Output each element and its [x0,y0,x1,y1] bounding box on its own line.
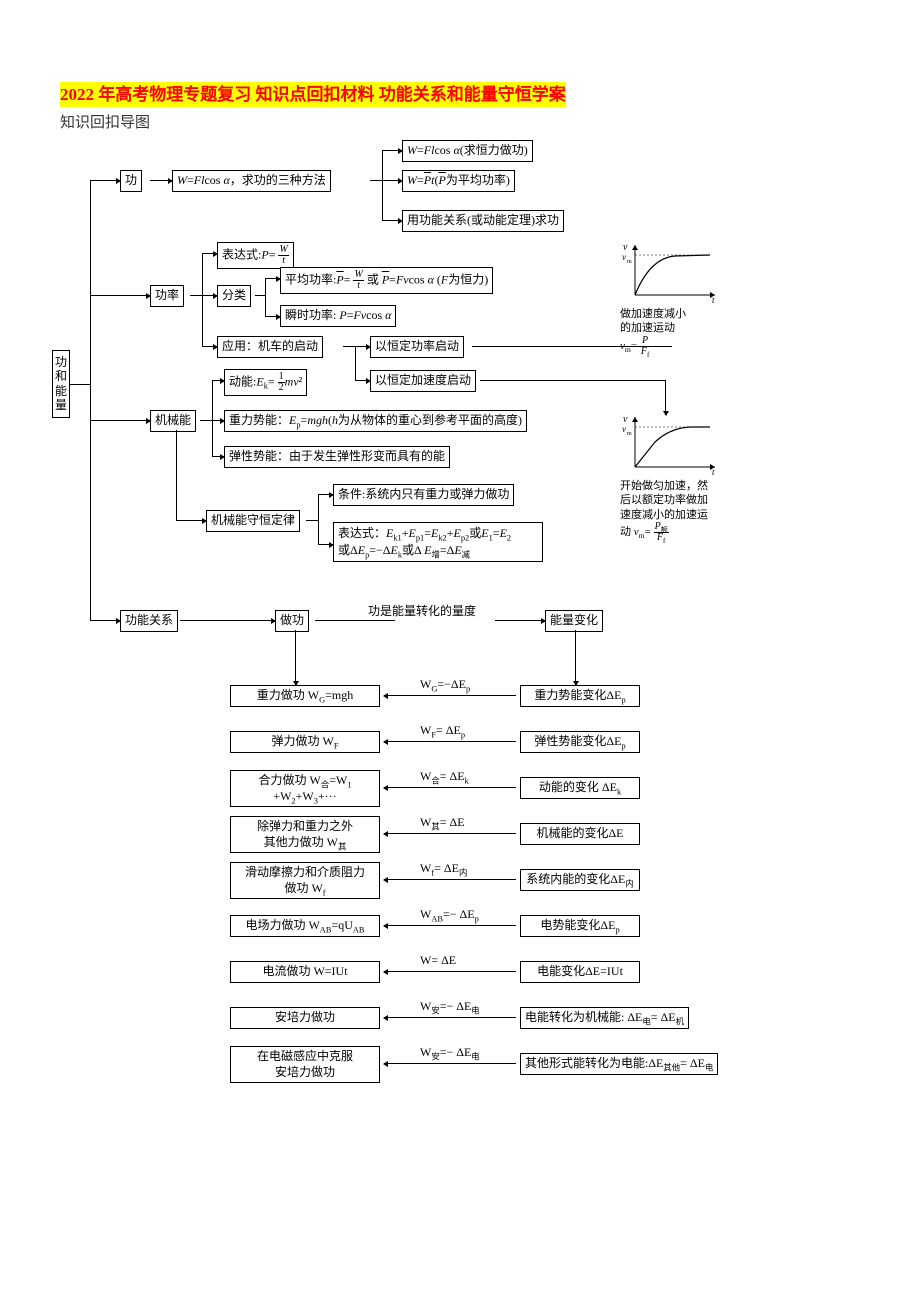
row-formula: WAB=− ΔEp [420,907,479,922]
do-work: 做功 [275,610,309,632]
row-left: 电场力做功 WAB=qUAB [230,915,380,937]
row-left: 重力做功 WG=mgh [230,685,380,707]
svg-text:t: t [712,295,715,305]
branch-conserv: 机械能守恒定律 [206,510,300,532]
mech-ek: 动能:Ek= 12mv² [224,369,307,396]
work-main: W=Flcos α，求功的三种方法 [172,170,331,192]
const-accel: 以恒定加速度启动 [370,370,476,392]
row-formula: W其= ΔE [420,815,465,830]
row-left: 除弹力和重力之外其他力做功 W其 [230,816,380,853]
svg-text:v: v [622,252,626,262]
branch-work: 功 [120,170,142,192]
row-left: 合力做功 W合=W1+W2+W3+··· [230,770,380,807]
graph-1: v vm t 做加速度减小的加速运动 vm= PFf [620,240,730,357]
power-classify: 分类 [217,285,251,307]
svg-text:v: v [622,424,626,434]
row-formula: WF= ΔEp [420,723,465,738]
row-right: 电能变化ΔE=IUt [520,961,640,983]
power-avg: 平均功率:P= Wt 或 P=Fvcos α (F为恒力) [280,267,493,294]
svg-text:m: m [627,259,632,265]
row-right: 弹性势能变化ΔEp [520,731,640,753]
row-formula: WG=−ΔEp [420,677,470,692]
row-right: 电势能变化ΔEp [520,915,640,937]
row-right: 电能转化为机械能: ΔE电= ΔE机 [520,1007,689,1029]
row-right: 重力势能变化ΔEp [520,685,640,707]
row-right: 其他形式能转化为电能:ΔE其他= ΔE电 [520,1053,718,1075]
row-left: 滑动摩擦力和介质阻力做功 Wf [230,862,380,899]
row-left: 安培力做功 [230,1007,380,1029]
conserv-cond: 条件:系统内只有重力或弹力做功 [333,484,514,506]
row-right: 机械能的变化ΔE [520,823,640,845]
mech-elastic: 弹性势能：由于发生弹性形变而具有的能 [224,446,450,468]
row-formula: W= ΔE [420,953,456,968]
branch-relation: 功能关系 [120,610,178,632]
page-title: 2022 年高考物理专题复习 知识点回扣材料 功能关系和能量守恒学案 [60,80,860,105]
graph-2: v vm t 开始做匀加速，然 后以额定功率做加 速度减小的加速运 动 vm= … [620,412,730,543]
row-formula: W安=− ΔE电 [420,1045,480,1060]
power-app: 应用：机车的启动 [217,336,323,358]
row-left: 弹力做功 WF [230,731,380,753]
row-formula: Wf= ΔE内 [420,861,467,876]
power-inst: 瞬时功率: P=Fvcos α [280,305,396,327]
branch-mechE: 机械能 [150,410,196,432]
svg-text:t: t [712,467,715,477]
subtitle: 知识回扣导图 [60,111,860,132]
const-power: 以恒定功率启动 [370,336,464,358]
energy-change: 能量变化 [545,610,603,632]
power-expr: 表达式:P= Wt [217,242,294,269]
work-m2: W=Pt(P为平均功率) [402,170,515,192]
mech-ep: 重力势能：Ep=mgh(h为从物体的重心到参考平面的高度) [224,410,527,432]
row-formula: W安=− ΔE电 [420,999,480,1014]
row-right: 系统内能的变化ΔE内 [520,869,640,891]
svg-text:m: m [627,431,632,437]
row-right: 动能的变化 ΔEk [520,777,640,799]
conserv-expr: 表达式：Ek1+Ep1=Ek2+Ep2或E1=E2或ΔEp=−ΔEk或Δ E增=… [333,522,543,562]
work-m3: 用功能关系(或动能定理)求功 [402,210,564,232]
work-m1: W=Flcos α(求恒力做功) [402,140,533,162]
row-left: 电流做功 W=IUt [230,961,380,983]
diagram: 功和能量 功 W=Flcos α，求功的三种方法 W=Flcos α(求恒力做功… [50,140,830,1120]
branch-power: 功率 [150,285,184,307]
row-formula: W合= ΔEk [420,769,469,784]
measure: 功是能量转化的量度 [368,602,476,619]
root-label: 功和能量 [52,350,70,418]
row-left: 在电磁感应中克服安培力做功 [230,1046,380,1083]
